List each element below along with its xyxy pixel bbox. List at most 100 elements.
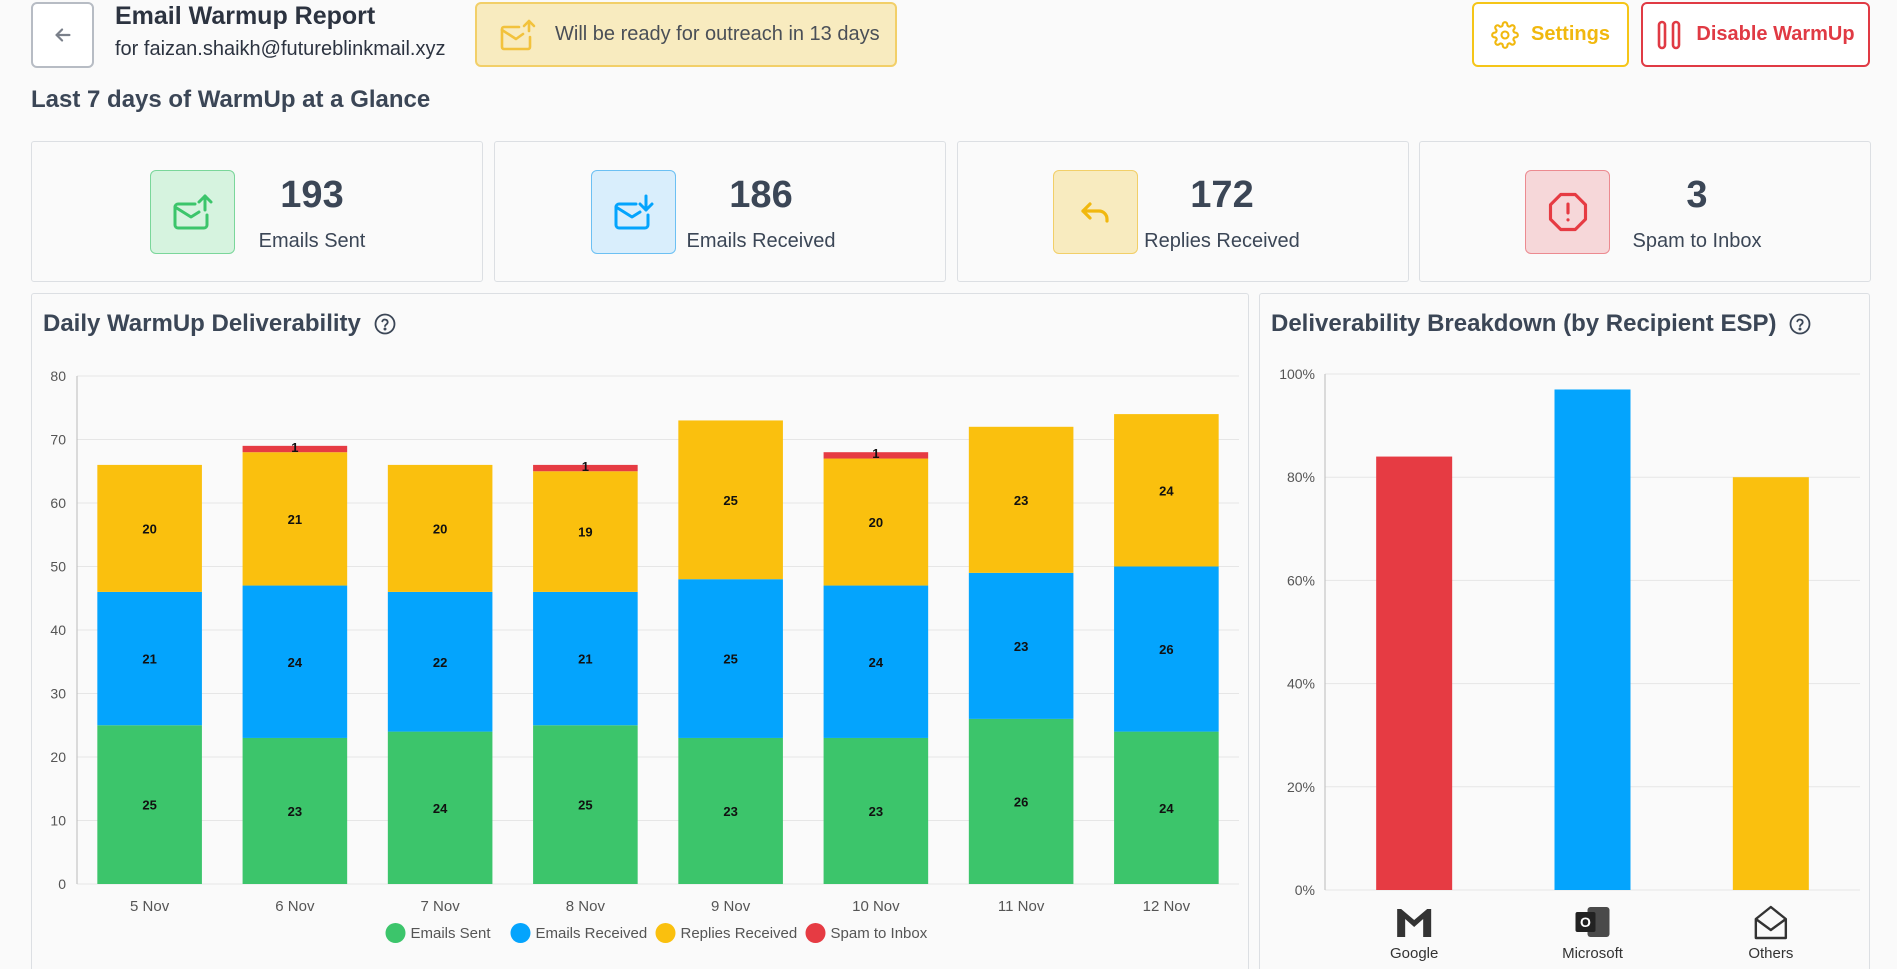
x-tick-label: Google [1390,945,1438,962]
y-tick-label: 60% [1287,572,1315,588]
x-tick-label: Others [1748,945,1793,962]
y-tick-label: 40 [50,622,66,638]
outlook-icon-letter: O [1580,914,1591,930]
disable-warmup-button[interactable]: Disable WarmUp [1641,2,1870,67]
gmail-icon-shape [1397,909,1432,937]
glance-section-title: Last 7 days of WarmUp at a Glance [31,86,431,113]
stat-value: 193 [280,174,344,216]
stat-card-emails-sent: 193 Emails Sent [31,141,483,282]
bar-segment [533,471,638,592]
stat-value: 172 [1190,174,1254,216]
bar-segment [533,464,638,472]
legend-label: Replies Received [681,925,798,942]
x-tick-label: 10 Nov [852,898,900,915]
data-label: 25 [578,798,592,813]
gmail-icon [1397,909,1432,937]
bar [1732,477,1809,890]
bar-segment [1114,414,1219,567]
disable-warmup-label: Disable WarmUp [1696,23,1855,45]
bar-segment [387,731,493,884]
y-tick-label: 100% [1279,366,1315,382]
data-label: 21 [578,652,592,667]
x-tick-label: 6 Nov [275,898,315,915]
pause-icon [1658,20,1681,49]
mail-send-icon [500,19,536,50]
page-title: Email Warmup Report [115,2,376,30]
data-label: 26 [1014,794,1028,809]
y-tick-label: 70 [50,432,66,448]
data-label: 24 [1159,801,1174,816]
stat-label: Emails Sent [258,230,366,252]
data-label: 20 [869,515,883,530]
stat-value: 186 [729,174,793,216]
data-label: 25 [723,652,737,667]
help-circle-icon[interactable] [1788,312,1812,336]
data-label: 1 [582,459,589,474]
stat-card-replies-received: 172 Replies Received [957,141,1409,282]
help-circle-icon[interactable] [373,312,397,336]
y-tick-label: 40% [1287,676,1315,692]
bar-segment [823,737,929,884]
bar-segment [533,725,638,884]
stat-value: 3 [1686,174,1708,216]
data-label: 24 [869,655,884,670]
bar-segment [968,718,1074,884]
bar-segment [678,420,783,580]
legend-swatch [385,923,406,943]
bar-segment [968,572,1074,719]
data-label: 19 [578,525,592,540]
bar-segment [387,591,493,732]
ready-banner: Will be ready for outreach in 13 days [475,2,897,67]
alert-octagon-icon [1525,170,1610,254]
data-label: 23 [288,804,302,819]
bar [1376,456,1453,890]
outlook-icon: O [1575,907,1610,937]
data-label: 23 [723,804,737,819]
envelope-open-shape [1754,905,1788,940]
data-label: 24 [288,655,303,670]
data-label: 23 [1014,639,1028,654]
data-label: 1 [872,446,879,461]
x-tick-label: 12 Nov [1143,898,1191,915]
y-tick-label: 20% [1287,779,1315,795]
envelope-open-flap [1755,918,1787,932]
bar-segment [678,579,783,738]
y-tick-label: 20 [50,749,66,765]
mail-received-icon [591,170,676,254]
data-label: 24 [433,801,448,816]
data-label: 20 [142,521,156,536]
daily-deliverability-panel: Daily WarmUp Deliverability 0 10 20 30 40 50 6… [31,293,1249,969]
settings-button[interactable]: Settings [1472,2,1629,67]
mail-sent-icon [150,170,235,254]
arrow-left-icon [54,28,71,42]
stat-card-spam-to-inbox: 3 Spam to Inbox [1419,141,1871,282]
data-label: 20 [433,521,447,536]
x-tick-label: 7 Nov [421,898,461,915]
bar-segment [242,585,348,738]
data-label: 1 [291,440,298,455]
bar-segment [387,464,493,592]
esp-breakdown-chart: 0% 20% 40% 60% 80% 100% Google Microsoft O Others [1279,366,1860,962]
bar-segment [968,426,1074,573]
data-label: 25 [142,798,156,813]
gear-icon [1491,20,1519,49]
y-tick-label: 60 [50,495,66,511]
bar-segment [823,585,929,738]
y-tick-label: 10 [50,813,66,829]
data-label: 25 [723,493,737,508]
bar-segment [242,445,348,453]
bar-segment [242,452,348,586]
bar-segment [97,591,202,726]
back-button[interactable] [31,2,94,68]
data-label: 21 [288,512,302,527]
esp-breakdown-title-text: Deliverability Breakdown (by Recipient E… [1271,310,1777,337]
stat-card-emails-received: 186 Emails Received [494,141,946,282]
legend-label: Emails Sent [411,925,492,942]
data-label: 22 [433,655,447,670]
x-tick-label: 11 Nov [998,898,1045,915]
y-tick-label: 80% [1287,469,1315,485]
settings-label: Settings [1531,23,1610,45]
bar-segment [533,591,638,726]
stat-label: Spam to Inbox [1632,230,1762,252]
bar-segment [823,458,929,586]
